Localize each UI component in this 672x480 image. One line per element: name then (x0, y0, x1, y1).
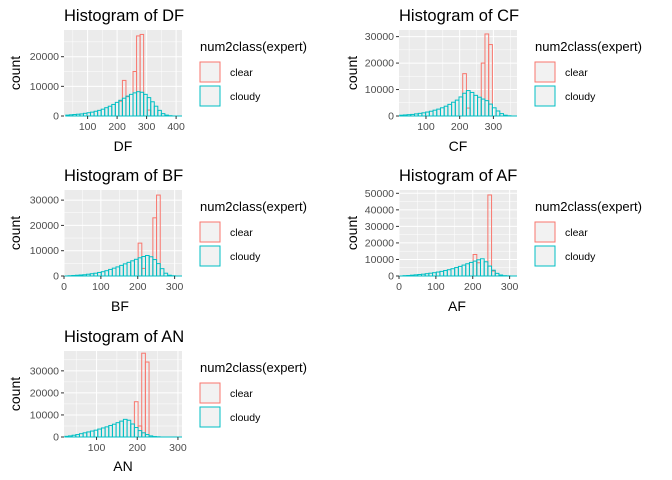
legend-label-cloudy: cloudy (565, 91, 596, 103)
y-tick-label: 10000 (365, 254, 394, 266)
x-tick-label: 200 (108, 121, 126, 133)
legend: num2class(expert) clear cloudy (199, 39, 307, 107)
x-tick-label: 300 (169, 442, 187, 454)
x-tick-label: 300 (138, 121, 156, 133)
chart-title: Histogram of AF (399, 167, 517, 185)
y-tick-label: 30000 (30, 195, 59, 207)
y-axis-label: count (344, 56, 360, 90)
plot-background (64, 190, 182, 276)
y-tick-label: 30000 (30, 365, 59, 377)
legend-key-clear (534, 61, 556, 83)
legend-label-clear: clear (565, 67, 588, 79)
panel-df: Histogram of DF 0 10000 20000 100 200 300 400 DF… (7, 7, 307, 154)
x-tick-label: 300 (485, 121, 503, 133)
x-tick-label: 100 (88, 442, 106, 454)
x-axis-label: AN (113, 458, 132, 474)
y-axis-label: count (7, 216, 23, 250)
y-tick-label: 20000 (365, 237, 394, 249)
y-tick-label: 40000 (365, 204, 394, 216)
x-axis-label: CF (449, 138, 468, 154)
panel-af: Histogram of AF 0 10000 20000 30000 40000 5000… (344, 167, 642, 314)
chart-title: Histogram of AN (64, 328, 184, 346)
y-tick-label: 30000 (365, 221, 394, 233)
y-tick-label: 10000 (30, 81, 59, 93)
x-axis-label: DF (114, 138, 133, 154)
legend-title: num2class(expert) (200, 199, 307, 214)
legend-label-cloudy: cloudy (230, 91, 261, 103)
x-axis-label: AF (448, 298, 466, 314)
x-tick-label: 100 (417, 121, 435, 133)
panel-bf: Histogram of BF 0 10000 20000 30000 0 100 200 30… (7, 167, 307, 314)
legend-key-cloudy (199, 406, 221, 428)
x-tick-label: 200 (129, 281, 147, 293)
legend-title: num2class(expert) (200, 39, 307, 54)
legend-key-cloudy (534, 245, 556, 267)
legend-label-cloudy: cloudy (230, 412, 261, 424)
chart-title: Histogram of BF (64, 167, 183, 185)
legend-key-cloudy (199, 85, 221, 107)
panel-cf: Histogram of CF 0 10000 20000 30000 100 200 300… (344, 7, 642, 154)
y-tick-label: 10000 (30, 409, 59, 421)
legend-title: num2class(expert) (535, 199, 642, 214)
plot-background (64, 30, 182, 116)
legend-key-cloudy (534, 85, 556, 107)
plot-background (399, 30, 517, 116)
legend-label-cloudy: cloudy (565, 251, 596, 263)
y-tick-label: 0 (388, 271, 394, 283)
x-tick-label: 0 (396, 281, 402, 293)
x-tick-label: 200 (128, 442, 146, 454)
y-tick-label: 20000 (30, 51, 59, 63)
y-tick-label: 0 (388, 111, 394, 123)
y-tick-label: 10000 (365, 84, 394, 96)
legend: num2class(expert) clear cloudy (534, 39, 642, 107)
chart-title: Histogram of CF (399, 7, 519, 25)
legend-title: num2class(expert) (200, 360, 307, 375)
panel-an: Histogram of AN 0 10000 20000 30000 100 200 300… (7, 328, 307, 474)
y-tick-label: 20000 (30, 387, 59, 399)
legend-label-clear: clear (565, 227, 588, 239)
legend-key-clear (199, 61, 221, 83)
x-tick-label: 100 (427, 281, 445, 293)
x-tick-label: 100 (79, 121, 97, 133)
x-tick-label: 200 (464, 281, 482, 293)
x-tick-label: 0 (61, 281, 67, 293)
x-tick-label: 300 (166, 281, 184, 293)
y-tick-label: 10000 (30, 245, 59, 257)
legend-key-cloudy (199, 245, 221, 267)
legend-key-clear (199, 221, 221, 243)
y-axis-label: count (344, 216, 360, 250)
legend-title: num2class(expert) (535, 39, 642, 54)
plot-background (399, 190, 517, 276)
legend: num2class(expert) clear cloudy (199, 360, 307, 428)
y-tick-label: 0 (53, 271, 59, 283)
y-tick-label: 20000 (30, 220, 59, 232)
y-axis-label: count (7, 56, 23, 90)
legend: num2class(expert) clear cloudy (534, 199, 642, 267)
x-tick-label: 300 (501, 281, 519, 293)
x-tick-label: 200 (451, 121, 469, 133)
x-axis-label: BF (111, 298, 129, 314)
chart-title: Histogram of DF (64, 7, 184, 25)
y-tick-label: 0 (53, 111, 59, 123)
legend-key-clear (534, 221, 556, 243)
legend-label-clear: clear (230, 227, 253, 239)
x-tick-label: 100 (92, 281, 110, 293)
legend-label-cloudy: cloudy (230, 251, 261, 263)
legend: num2class(expert) clear cloudy (199, 199, 307, 267)
x-tick-label: 400 (167, 121, 185, 133)
y-tick-label: 20000 (365, 58, 394, 70)
y-axis-label: count (7, 377, 23, 411)
y-tick-label: 50000 (365, 188, 394, 200)
y-tick-label: 0 (53, 432, 59, 444)
legend-key-clear (199, 382, 221, 404)
y-tick-label: 30000 (365, 31, 394, 43)
legend-label-clear: clear (230, 388, 253, 400)
legend-label-clear: clear (230, 67, 253, 79)
